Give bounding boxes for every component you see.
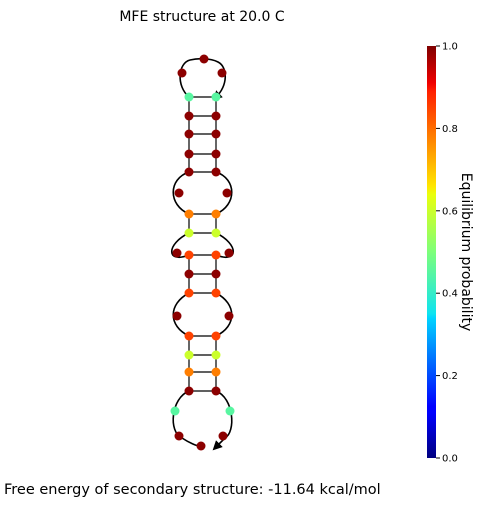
interior-loop-nucleotide-1 [174,188,184,198]
colorbar-tick-label-0.8: 0.8 [442,124,458,135]
right-paired-nucleotide-10 [211,288,221,298]
left-paired-nucleotide-13 [184,367,194,377]
colorbar-tick-label-1.0: 1.0 [442,42,458,53]
end-loop-nucleotide-3 [174,431,184,441]
left-paired-nucleotide-8 [184,250,194,260]
right-paired-nucleotide-2 [211,111,221,121]
left-paired-nucleotide-9 [184,269,194,279]
left-paired-nucleotide-3 [184,129,194,139]
right-paired-nucleotide-5 [211,167,221,177]
hairpin-nucleotide-1 [177,68,187,78]
hairpin-nucleotide-3 [217,68,227,78]
right-paired-nucleotide-6 [211,209,221,219]
left-paired-nucleotide-6 [184,209,194,219]
left-upper-interior-loop [172,171,190,215]
hairpin-nucleotide-2 [199,54,209,64]
left-paired-nucleotide-11 [184,331,194,341]
colorbar-label: Equilibrium probability [458,173,474,331]
end-loop-nucleotide-1 [170,406,180,416]
colorbar-tick-label-0.2: 0.2 [442,371,458,382]
interior-loop-nucleotide-4 [224,248,234,258]
right-upper-interior-loop [215,171,233,215]
right-paired-nucleotide-13 [211,367,221,377]
left-paired-nucleotide-2 [184,111,194,121]
interior-loop-nucleotide-3 [172,248,182,258]
left-paired-nucleotide-12 [184,350,194,360]
end-loop-nucleotide-5 [196,441,206,451]
left-paired-nucleotide-4 [184,149,194,159]
colorbar-ticks: 1.0 0.8 0.6 0.4 0.2 0.0 [436,42,458,465]
left-paired-nucleotide-14 [184,386,194,396]
interior-loop-nucleotide-5 [172,311,182,321]
end-loop-nucleotide-4 [218,431,228,441]
interior-loop-nucleotide-2 [222,188,232,198]
left-paired-nucleotide-7 [184,228,194,238]
right-paired-nucleotide-1 [211,92,221,102]
colorbar-tick-label-0.0: 0.0 [442,454,458,465]
right-paired-nucleotide-14 [211,386,221,396]
colorbar-scale [427,46,436,458]
right-paired-nucleotide-7 [211,228,221,238]
end-loop-nucleotide-2 [225,406,235,416]
colorbar-tick-label-0.6: 0.6 [442,206,458,217]
right-paired-nucleotide-11 [211,331,221,341]
right-paired-nucleotide-4 [211,149,221,159]
left-paired-nucleotide-10 [184,288,194,298]
right-paired-nucleotide-12 [211,350,221,360]
right-paired-nucleotide-8 [211,250,221,260]
hairpin-backbone [179,57,227,101]
left-paired-nucleotide-1 [184,92,194,102]
right-paired-nucleotide-9 [211,269,221,279]
right-paired-nucleotide-3 [211,129,221,139]
free-energy-text: Free energy of secondary structure: -11.… [4,482,381,498]
left-middle-interior-loop [171,232,190,258]
interior-loop-nucleotide-6 [224,311,234,321]
left-paired-nucleotide-5 [184,167,194,177]
rna-secondary-structure [170,54,235,451]
colorbar-tick-label-0.4: 0.4 [442,289,458,300]
chart-title: MFE structure at 20.0 C [119,9,285,25]
colorbar: 1.0 0.8 0.6 0.4 0.2 0.0 Equilibrium probabili… [427,42,474,465]
